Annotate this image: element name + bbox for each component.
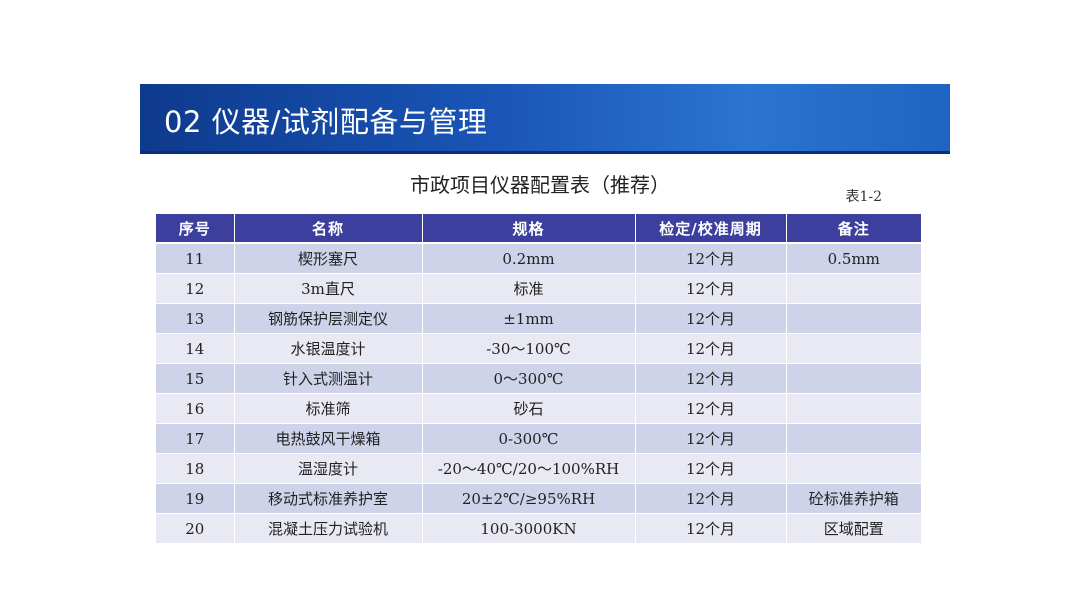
cell-note [786,453,921,484]
cell-no: 11 [156,243,235,274]
header-period: 检定/校准周期 [635,214,787,244]
header-no: 序号 [156,214,235,244]
table-row: 12 3m直尺 标准 12个月 [156,273,921,304]
cell-no: 12 [156,273,235,304]
cell-no: 13 [156,303,235,334]
cell-name: 水银温度计 [234,333,423,364]
cell-no: 20 [156,513,235,544]
cell-period: 12个月 [635,303,787,334]
table-row: 19 移动式标准养护室 20±2℃/≥95%RH 12个月 砼标准养护箱 [156,483,921,514]
table-row: 15 针入式测温计 0～300℃ 12个月 [156,363,921,394]
cell-name: 混凝土压力试验机 [234,513,423,544]
cell-note [786,363,921,394]
cell-period: 12个月 [635,513,787,544]
cell-period: 12个月 [635,393,787,424]
cell-no: 15 [156,363,235,394]
header-spec: 规格 [422,214,636,244]
cell-name: 移动式标准养护室 [234,483,423,514]
cell-no: 16 [156,393,235,424]
cell-note [786,303,921,334]
slide-title-banner: 02 仪器/试剂配备与管理 [140,84,950,154]
table-header-row: 序号 名称 规格 检定/校准周期 备注 [156,214,921,244]
cell-no: 19 [156,483,235,514]
table-number: 表1-2 [845,189,882,205]
cell-no: 14 [156,333,235,364]
slide-title: 02 仪器/试剂配备与管理 [164,105,488,139]
cell-no: 18 [156,453,235,484]
table-row: 20 混凝土压力试验机 100-3000KN 12个月 区域配置 [156,513,921,544]
cell-no: 17 [156,423,235,454]
table-row: 13 钢筋保护层测定仪 ±1mm 12个月 [156,303,921,334]
cell-period: 12个月 [635,453,787,484]
cell-spec: -30～100℃ [422,333,636,364]
cell-period: 12个月 [635,243,787,274]
cell-spec: ±1mm [422,303,636,334]
table-row: 11 楔形塞尺 0.2mm 12个月 0.5mm [156,243,921,274]
header-name: 名称 [234,214,423,244]
table-row: 16 标准筛 砂石 12个月 [156,393,921,424]
table-row: 14 水银温度计 -30～100℃ 12个月 [156,333,921,364]
cell-period: 12个月 [635,483,787,514]
cell-period: 12个月 [635,333,787,364]
cell-name: 电热鼓风干燥箱 [234,423,423,454]
cell-spec: -20～40℃/20～100%RH [422,453,636,484]
cell-spec: 0～300℃ [422,363,636,394]
header-note: 备注 [786,214,921,244]
cell-spec: 0.2mm [422,243,636,274]
cell-name: 针入式测温计 [234,363,423,394]
cell-period: 12个月 [635,363,787,394]
cell-spec: 标准 [422,273,636,304]
cell-name: 3m直尺 [234,273,423,304]
cell-period: 12个月 [635,273,787,304]
cell-note: 砼标准养护箱 [786,483,921,514]
instrument-table: 序号 名称 规格 检定/校准周期 备注 11 楔形塞尺 0.2mm 12个月 0… [156,214,921,544]
table-caption: 市政项目仪器配置表（推荐） [410,173,670,197]
table-row: 17 电热鼓风干燥箱 0-300℃ 12个月 [156,423,921,454]
cell-spec: 20±2℃/≥95%RH [422,483,636,514]
cell-spec: 100-3000KN [422,513,636,544]
cell-name: 标准筛 [234,393,423,424]
cell-note [786,423,921,454]
cell-note [786,393,921,424]
cell-note: 0.5mm [786,243,921,274]
cell-period: 12个月 [635,423,787,454]
table-row: 18 温湿度计 -20～40℃/20～100%RH 12个月 [156,453,921,484]
cell-note [786,333,921,364]
cell-note [786,273,921,304]
cell-name: 温湿度计 [234,453,423,484]
cell-name: 钢筋保护层测定仪 [234,303,423,334]
cell-spec: 0-300℃ [422,423,636,454]
cell-note: 区域配置 [786,513,921,544]
cell-name: 楔形塞尺 [234,243,423,274]
cell-spec: 砂石 [422,393,636,424]
